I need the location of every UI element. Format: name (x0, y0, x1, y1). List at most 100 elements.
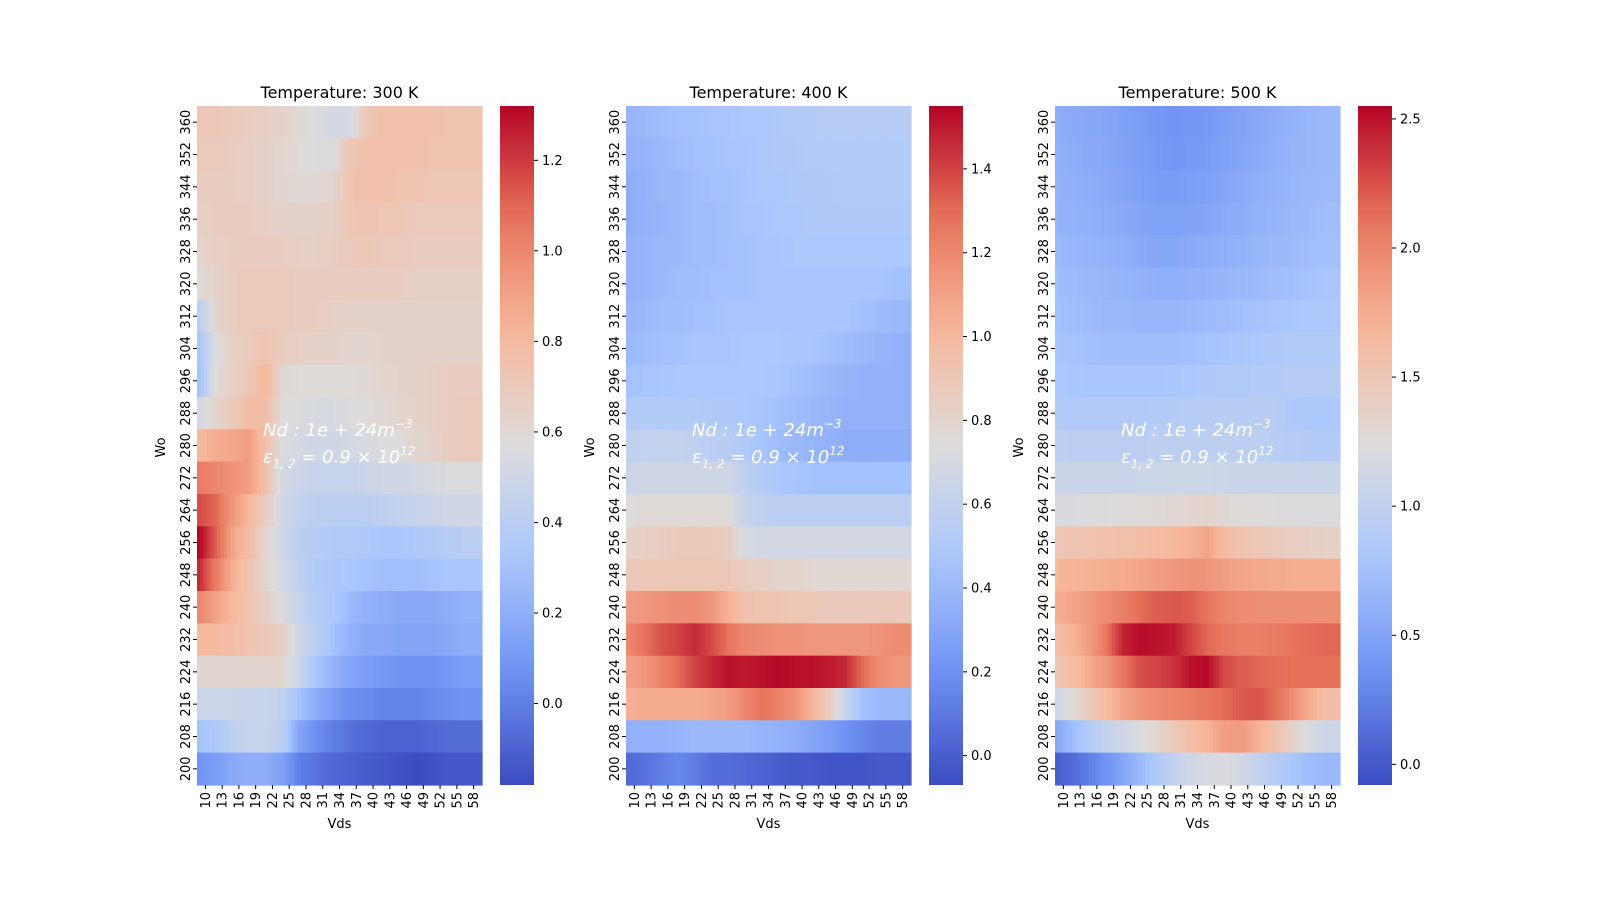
heatmap-cell (475, 332, 479, 365)
heatmap-cell (1310, 429, 1314, 462)
heatmap-cell (361, 526, 365, 559)
heatmap-cell (663, 753, 667, 786)
heatmap-cell (338, 106, 342, 139)
heatmap-cell (1058, 171, 1062, 204)
heatmap-cell (800, 720, 804, 753)
heatmap-cell (777, 106, 781, 139)
heatmap-cell (1320, 171, 1324, 204)
heatmap-cell (653, 365, 657, 398)
heatmap-cell (1092, 268, 1096, 301)
heatmap-cell (1206, 235, 1210, 268)
y-tick-label: 344 (179, 174, 194, 199)
heatmap-cell (214, 203, 218, 236)
heatmap-cell (361, 591, 365, 624)
heatmap-cell (700, 138, 704, 171)
heatmap-cell (224, 526, 228, 559)
heatmap-cell (1149, 268, 1153, 301)
heatmap-cell (904, 494, 908, 527)
heatmap-cell (891, 656, 895, 689)
heatmap-cell (1310, 494, 1314, 527)
heatmap-cell (442, 397, 446, 430)
heatmap-cell (328, 106, 332, 139)
heatmap-cell (452, 494, 456, 527)
heatmap-cell (257, 462, 261, 495)
heatmap-cell (214, 656, 218, 689)
heatmap-cell (1162, 203, 1166, 236)
heatmap-cell (328, 688, 332, 721)
heatmap-cell (1320, 332, 1324, 365)
heatmap-cell (395, 332, 399, 365)
heatmap-cell (790, 591, 794, 624)
heatmap-cell (790, 106, 794, 139)
heatmap-cell (271, 138, 275, 171)
heatmap-cell (442, 559, 446, 592)
heatmap-cell (710, 235, 714, 268)
heatmap-cell (1162, 526, 1166, 559)
heatmap-cell (824, 494, 828, 527)
heatmap-cell (200, 688, 204, 721)
y-axis: 3603523443363283203123042962882802722642… (608, 110, 626, 781)
heatmap-cell (1263, 300, 1267, 333)
heatmap-cell (871, 720, 875, 753)
heatmap-cell (395, 171, 399, 204)
heatmap-cell (348, 332, 352, 365)
heatmap-cell (452, 720, 456, 753)
heatmap-cell (214, 688, 218, 721)
heatmap-cell (891, 559, 895, 592)
heatmap-cell (395, 300, 399, 333)
heatmap-cell (834, 688, 838, 721)
heatmap-cell (442, 203, 446, 236)
heatmap-cell (1333, 300, 1337, 333)
heatmap-cell (1206, 300, 1210, 333)
heatmap-cell (710, 688, 714, 721)
y-tick-label: 208 (608, 724, 623, 749)
heatmap-cell (686, 656, 690, 689)
heatmap-cell (1320, 138, 1324, 171)
heatmap-cell (200, 268, 204, 301)
heatmap-cell (234, 656, 238, 689)
heatmap-cell (224, 106, 228, 139)
x-axis-label: Vds (328, 817, 352, 832)
y-tick-label: 224 (179, 659, 194, 684)
heatmap-cell (475, 591, 479, 624)
heatmap-cell (1263, 494, 1267, 527)
heatmap-cell (371, 203, 375, 236)
heatmap-cell (271, 365, 275, 398)
heatmap-cell (479, 591, 483, 624)
heatmap-cell (1129, 494, 1133, 527)
heatmap-cell (452, 106, 456, 139)
heatmap-cell (1129, 171, 1133, 204)
heatmap-cell (871, 494, 875, 527)
heatmap-cell (686, 300, 690, 333)
heatmap-cell (462, 332, 466, 365)
heatmap-cell (479, 494, 483, 527)
heatmap-cell (371, 656, 375, 689)
heatmap-cell (629, 688, 633, 721)
colorbar-tick-label: 0.6 (542, 425, 563, 440)
heatmap-cell (663, 106, 667, 139)
heatmap-cell (479, 397, 483, 430)
heatmap-cell (814, 138, 818, 171)
heatmap-cell (428, 268, 432, 301)
heatmap-cell (1263, 138, 1267, 171)
heatmap-cell (348, 656, 352, 689)
heatmap-cell (418, 171, 422, 204)
heatmap-cell (1337, 462, 1341, 495)
heatmap-cell (348, 526, 352, 559)
heatmap-cell (405, 753, 409, 786)
heatmap-cell (371, 300, 375, 333)
heatmap-cell (1286, 494, 1290, 527)
heatmap-cell (1337, 138, 1341, 171)
heatmap-cell (733, 623, 737, 656)
heatmap-cell (428, 429, 432, 462)
heatmap-cell (1337, 203, 1341, 236)
heatmap-cell (475, 462, 479, 495)
heatmap-cell (257, 656, 261, 689)
heatmap-cell (452, 462, 456, 495)
heatmap-cell (234, 365, 238, 398)
heatmap-cell (847, 462, 851, 495)
heatmap-cell (348, 720, 352, 753)
heatmap-cell (814, 656, 818, 689)
